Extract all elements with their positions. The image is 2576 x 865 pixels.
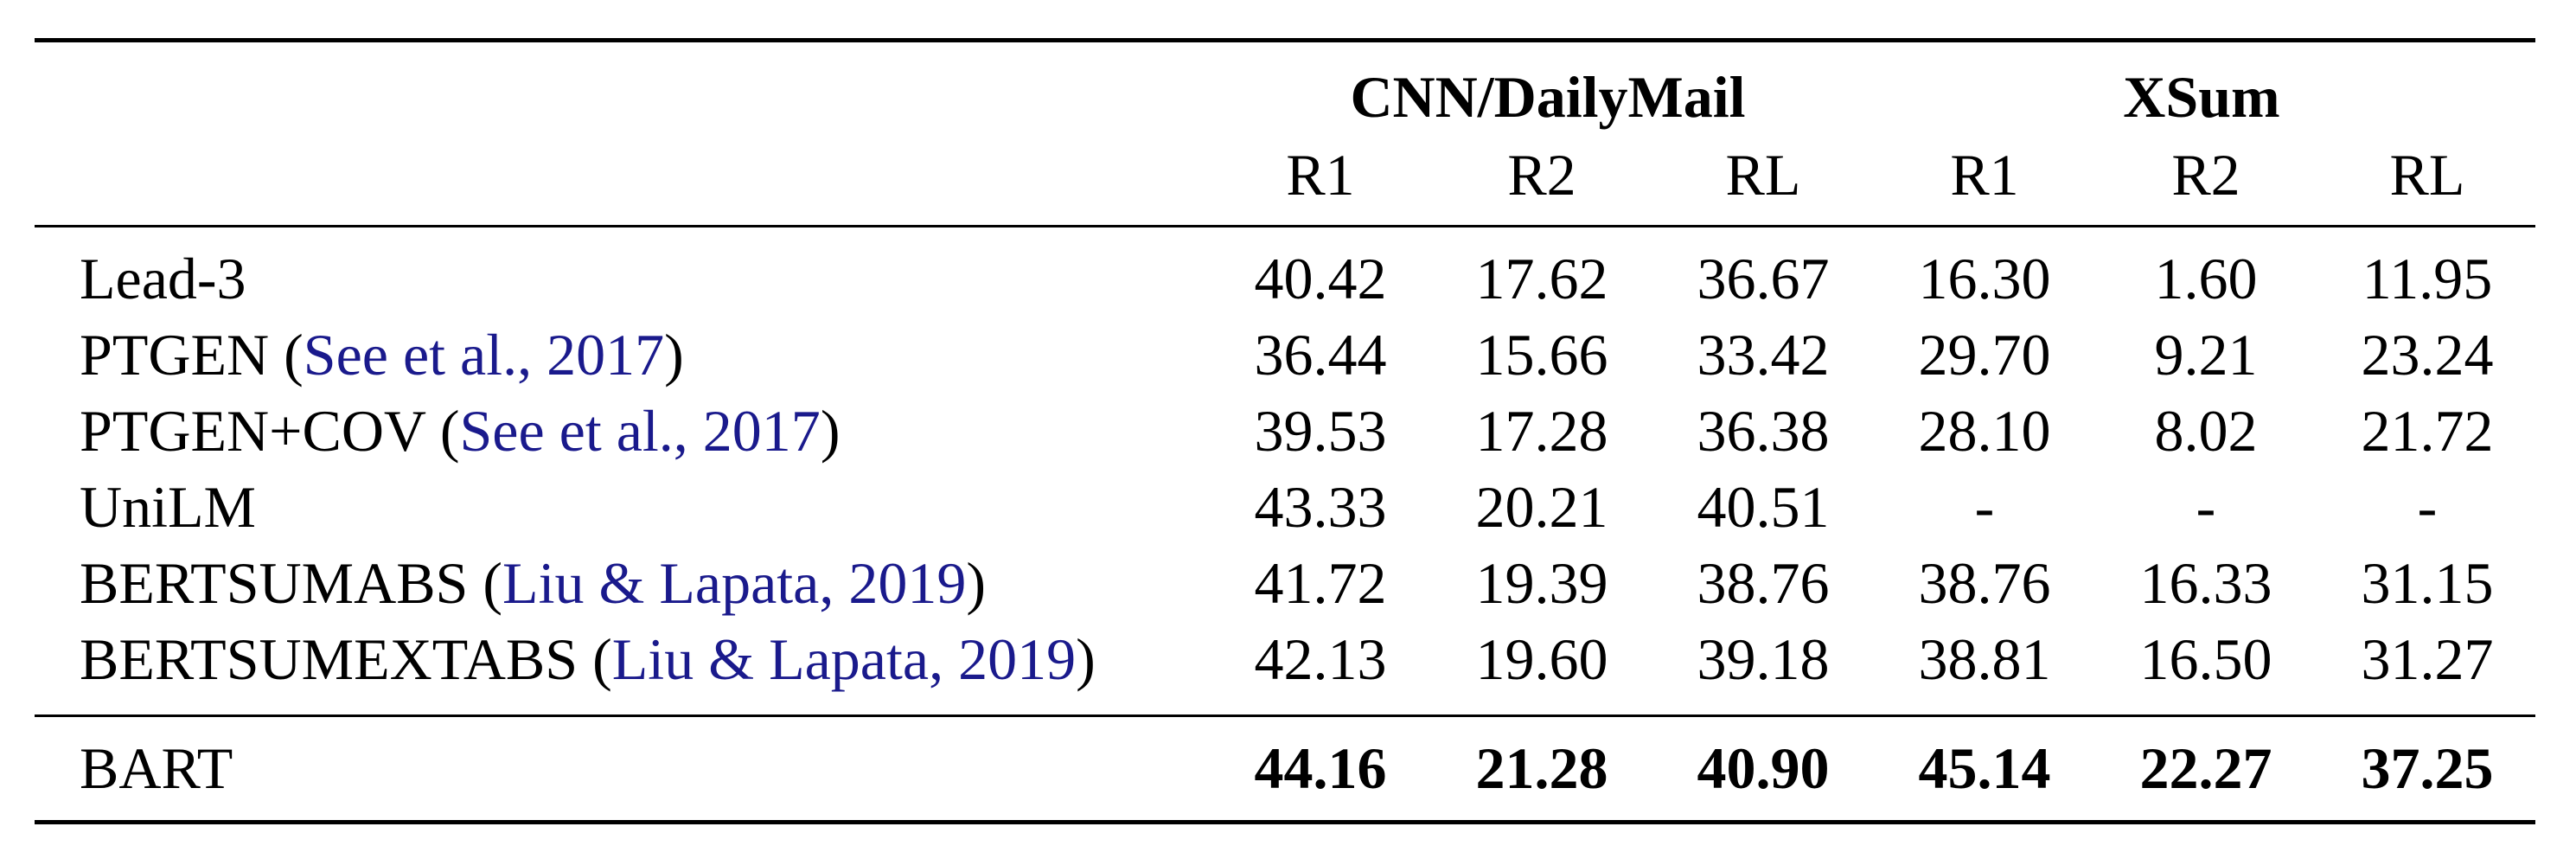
table-row-label: UniLM bbox=[80, 472, 256, 541]
table-cell: 28.10 bbox=[1918, 398, 2051, 464]
table-row-label-bart: BART bbox=[80, 735, 233, 801]
table-row-label: BERTSUMEXTABS (Liu & Lapata, 2019) bbox=[80, 626, 1096, 692]
table-cell-best: 21.28 bbox=[1475, 735, 1608, 801]
bottom-rule bbox=[35, 820, 2535, 824]
table-cell: 9.21 bbox=[2154, 322, 2258, 388]
table-cell: 15.66 bbox=[1475, 322, 1608, 388]
citation-link[interactable]: See et al., 2017 bbox=[303, 322, 665, 388]
table-cell: 23.24 bbox=[2361, 322, 2494, 388]
header-rule bbox=[35, 225, 2535, 227]
table-cell: 8.02 bbox=[2154, 398, 2258, 464]
column-header-r1-xsum: R1 bbox=[1950, 142, 2019, 208]
table-cell: - bbox=[2196, 474, 2216, 540]
table-cell: 43.33 bbox=[1254, 474, 1387, 540]
table-cell: - bbox=[2417, 474, 2438, 540]
table-cell: 11.95 bbox=[2362, 246, 2493, 311]
table-cell: 41.72 bbox=[1254, 550, 1387, 616]
table-cell-best: 40.90 bbox=[1697, 735, 1830, 801]
table-cell: 40.51 bbox=[1697, 474, 1830, 540]
column-header-r2-xsum: R2 bbox=[2171, 142, 2240, 208]
table-cell: 36.67 bbox=[1697, 246, 1830, 311]
table-cell: 16.33 bbox=[2139, 550, 2272, 616]
table-cell: 33.42 bbox=[1697, 322, 1830, 388]
column-header-rl-xsum: RL bbox=[2389, 142, 2465, 208]
model-name: BERTSUMABS bbox=[80, 550, 469, 616]
model-name: UniLM bbox=[80, 474, 256, 540]
top-rule bbox=[35, 38, 2535, 42]
table-cell: - bbox=[1974, 474, 1995, 540]
table-row-label: BERTSUMABS (Liu & Lapata, 2019) bbox=[80, 550, 986, 616]
table-cell-best: 44.16 bbox=[1254, 735, 1387, 801]
citation-link[interactable]: Liu & Lapata, 2019 bbox=[611, 626, 1077, 692]
column-header-rl-cnn: RL bbox=[1725, 142, 1801, 208]
table-cell: 1.60 bbox=[2154, 246, 2258, 311]
table-row-label: PTGEN+COV (See et al., 2017) bbox=[80, 398, 841, 464]
final-row-rule bbox=[35, 714, 2535, 717]
table-cell: 29.70 bbox=[1918, 322, 2051, 388]
table-cell: 20.21 bbox=[1475, 474, 1608, 540]
table-cell: 17.62 bbox=[1475, 246, 1608, 311]
table-cell-best: 45.14 bbox=[1918, 735, 2051, 801]
table-cell: 39.18 bbox=[1697, 626, 1830, 692]
table-cell: 17.28 bbox=[1475, 398, 1608, 464]
model-name: PTGEN+COV bbox=[80, 398, 425, 464]
citation-link[interactable]: See et al., 2017 bbox=[459, 398, 821, 464]
group-header-cnn-dailymail: CNN/DailyMail bbox=[1350, 64, 1746, 130]
table-row-label: PTGEN (See et al., 2017) bbox=[80, 322, 684, 388]
table-cell: 36.38 bbox=[1697, 398, 1830, 464]
table-cell: 39.53 bbox=[1254, 398, 1387, 464]
model-name: PTGEN bbox=[80, 322, 270, 388]
column-header-r2-cnn: R2 bbox=[1507, 142, 1576, 208]
table-cell: 21.72 bbox=[2361, 398, 2494, 464]
model-name: Lead-3 bbox=[80, 246, 246, 311]
table-cell: 40.42 bbox=[1254, 246, 1387, 311]
table-cell: 38.81 bbox=[1918, 626, 2051, 692]
citation-link[interactable]: Liu & Lapata, 2019 bbox=[502, 550, 967, 616]
table-cell: 16.50 bbox=[2139, 626, 2272, 692]
table-cell: 42.13 bbox=[1254, 626, 1387, 692]
table-cell: 36.44 bbox=[1254, 322, 1387, 388]
table-cell-best: 37.25 bbox=[2361, 735, 2494, 801]
table-cell: 38.76 bbox=[1697, 550, 1830, 616]
column-header-r1-cnn: R1 bbox=[1286, 142, 1355, 208]
table-cell: 31.27 bbox=[2361, 626, 2494, 692]
table-cell: 31.15 bbox=[2361, 550, 2494, 616]
table-cell: 19.60 bbox=[1475, 626, 1608, 692]
table-row-label: Lead-3 bbox=[80, 244, 246, 313]
table-cell: 19.39 bbox=[1475, 550, 1608, 616]
model-name: BERTSUMEXTABS bbox=[80, 626, 578, 692]
table-cell: 16.30 bbox=[1918, 246, 2051, 311]
table-cell-best: 22.27 bbox=[2139, 735, 2272, 801]
group-header-xsum: XSum bbox=[2123, 64, 2280, 130]
table-cell: 38.76 bbox=[1918, 550, 2051, 616]
